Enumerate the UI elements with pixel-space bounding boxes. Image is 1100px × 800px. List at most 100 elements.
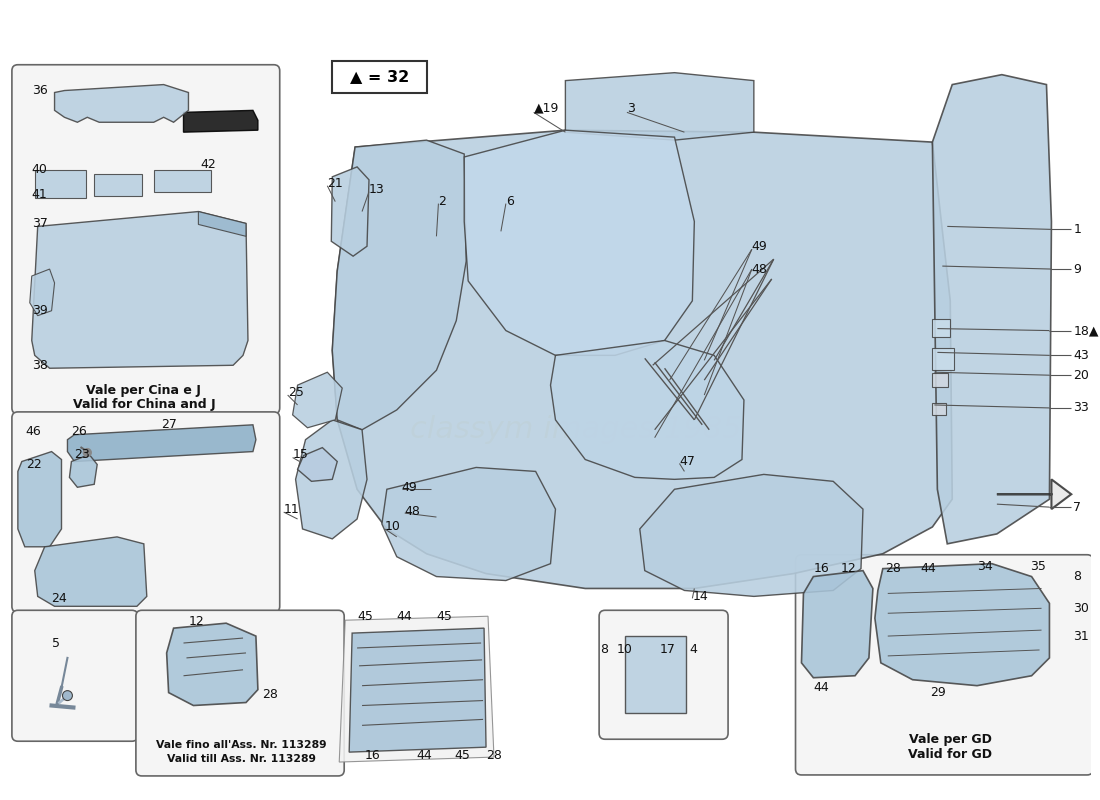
Text: 1: 1 — [1074, 223, 1081, 236]
Text: 25: 25 — [288, 386, 304, 398]
FancyBboxPatch shape — [136, 610, 344, 776]
FancyBboxPatch shape — [600, 610, 728, 739]
Text: 49: 49 — [752, 240, 768, 253]
FancyBboxPatch shape — [795, 554, 1093, 775]
Bar — [95, 174, 142, 196]
Text: 14: 14 — [692, 590, 708, 603]
Text: 7: 7 — [1074, 501, 1081, 514]
Text: Vale per GD: Vale per GD — [909, 733, 992, 746]
Bar — [35, 170, 86, 198]
Text: 45: 45 — [437, 610, 452, 622]
Text: 47: 47 — [680, 455, 695, 468]
Text: 36: 36 — [32, 84, 47, 97]
Polygon shape — [874, 564, 1049, 686]
Text: 31: 31 — [1074, 630, 1089, 642]
Text: classym images 1985: classym images 1985 — [409, 415, 741, 444]
Text: 24: 24 — [52, 592, 67, 605]
Text: 38: 38 — [32, 358, 47, 372]
Text: Vale per Cina e J: Vale per Cina e J — [87, 383, 201, 397]
Text: 10: 10 — [385, 521, 400, 534]
Text: 11: 11 — [284, 502, 299, 516]
Polygon shape — [339, 616, 494, 762]
Text: 44: 44 — [813, 681, 829, 694]
Bar — [933, 318, 950, 337]
Text: 13: 13 — [368, 183, 385, 196]
Text: 29: 29 — [931, 686, 946, 699]
Text: 28: 28 — [486, 749, 502, 762]
Polygon shape — [35, 537, 146, 606]
FancyBboxPatch shape — [12, 412, 279, 612]
Text: 34: 34 — [977, 560, 993, 573]
Text: 43: 43 — [1074, 349, 1089, 362]
Text: 16: 16 — [365, 749, 381, 762]
Polygon shape — [464, 130, 694, 355]
Polygon shape — [933, 74, 1052, 544]
Text: 46: 46 — [25, 426, 42, 438]
Text: 5: 5 — [52, 637, 59, 650]
Polygon shape — [550, 341, 744, 479]
Polygon shape — [349, 628, 486, 752]
Polygon shape — [332, 140, 466, 430]
Polygon shape — [198, 211, 246, 236]
FancyBboxPatch shape — [12, 65, 279, 414]
Polygon shape — [331, 167, 368, 256]
Text: 2: 2 — [439, 195, 447, 208]
Text: 21: 21 — [328, 178, 343, 190]
FancyBboxPatch shape — [12, 610, 138, 742]
Polygon shape — [293, 372, 342, 428]
Text: 44: 44 — [397, 610, 412, 622]
Polygon shape — [69, 454, 97, 487]
Text: 48: 48 — [752, 262, 768, 275]
Polygon shape — [184, 110, 257, 132]
Polygon shape — [640, 474, 864, 596]
Text: 48: 48 — [405, 505, 420, 518]
Text: 12: 12 — [188, 614, 205, 628]
Text: 8: 8 — [601, 643, 608, 657]
Bar — [933, 374, 948, 387]
Text: 17: 17 — [660, 643, 675, 657]
Text: 22: 22 — [25, 458, 42, 471]
Text: 18▲: 18▲ — [1074, 324, 1099, 337]
Text: 45: 45 — [454, 749, 470, 762]
Text: 4: 4 — [690, 643, 697, 657]
Polygon shape — [32, 211, 248, 368]
Text: 33: 33 — [1074, 402, 1089, 414]
Text: 10: 10 — [617, 643, 632, 657]
Text: Vale fino all'Ass. Nr. 113289: Vale fino all'Ass. Nr. 113289 — [156, 740, 327, 750]
Text: 41: 41 — [32, 188, 47, 201]
Polygon shape — [997, 479, 1071, 509]
Polygon shape — [802, 570, 873, 678]
Circle shape — [84, 449, 91, 457]
Text: 20: 20 — [1074, 369, 1089, 382]
Text: 16: 16 — [813, 562, 829, 575]
Text: 12: 12 — [842, 562, 857, 575]
Polygon shape — [166, 623, 257, 706]
Text: 6: 6 — [506, 195, 514, 208]
Text: 49: 49 — [402, 481, 418, 494]
Text: 8: 8 — [1074, 570, 1081, 583]
Text: 40: 40 — [32, 163, 47, 176]
Text: 37: 37 — [32, 217, 47, 230]
Text: Valid for GD: Valid for GD — [909, 748, 992, 761]
Circle shape — [63, 690, 73, 701]
Polygon shape — [298, 448, 338, 482]
Polygon shape — [296, 420, 367, 539]
Text: 23: 23 — [75, 448, 90, 461]
Text: 26: 26 — [72, 426, 87, 438]
Bar — [332, 61, 427, 93]
Polygon shape — [67, 425, 256, 462]
Bar — [625, 636, 686, 714]
Text: Valid till Ass. Nr. 113289: Valid till Ass. Nr. 113289 — [166, 754, 316, 764]
Bar — [933, 349, 954, 370]
Text: ▲19: ▲19 — [534, 102, 559, 115]
Text: 44: 44 — [417, 749, 432, 762]
Polygon shape — [55, 85, 188, 122]
Polygon shape — [565, 73, 754, 140]
Text: 44: 44 — [921, 562, 936, 575]
Polygon shape — [332, 130, 953, 589]
Text: 35: 35 — [1030, 560, 1045, 573]
Polygon shape — [382, 467, 556, 581]
Polygon shape — [18, 451, 62, 547]
Bar — [154, 170, 211, 192]
Text: 9: 9 — [1074, 262, 1081, 275]
